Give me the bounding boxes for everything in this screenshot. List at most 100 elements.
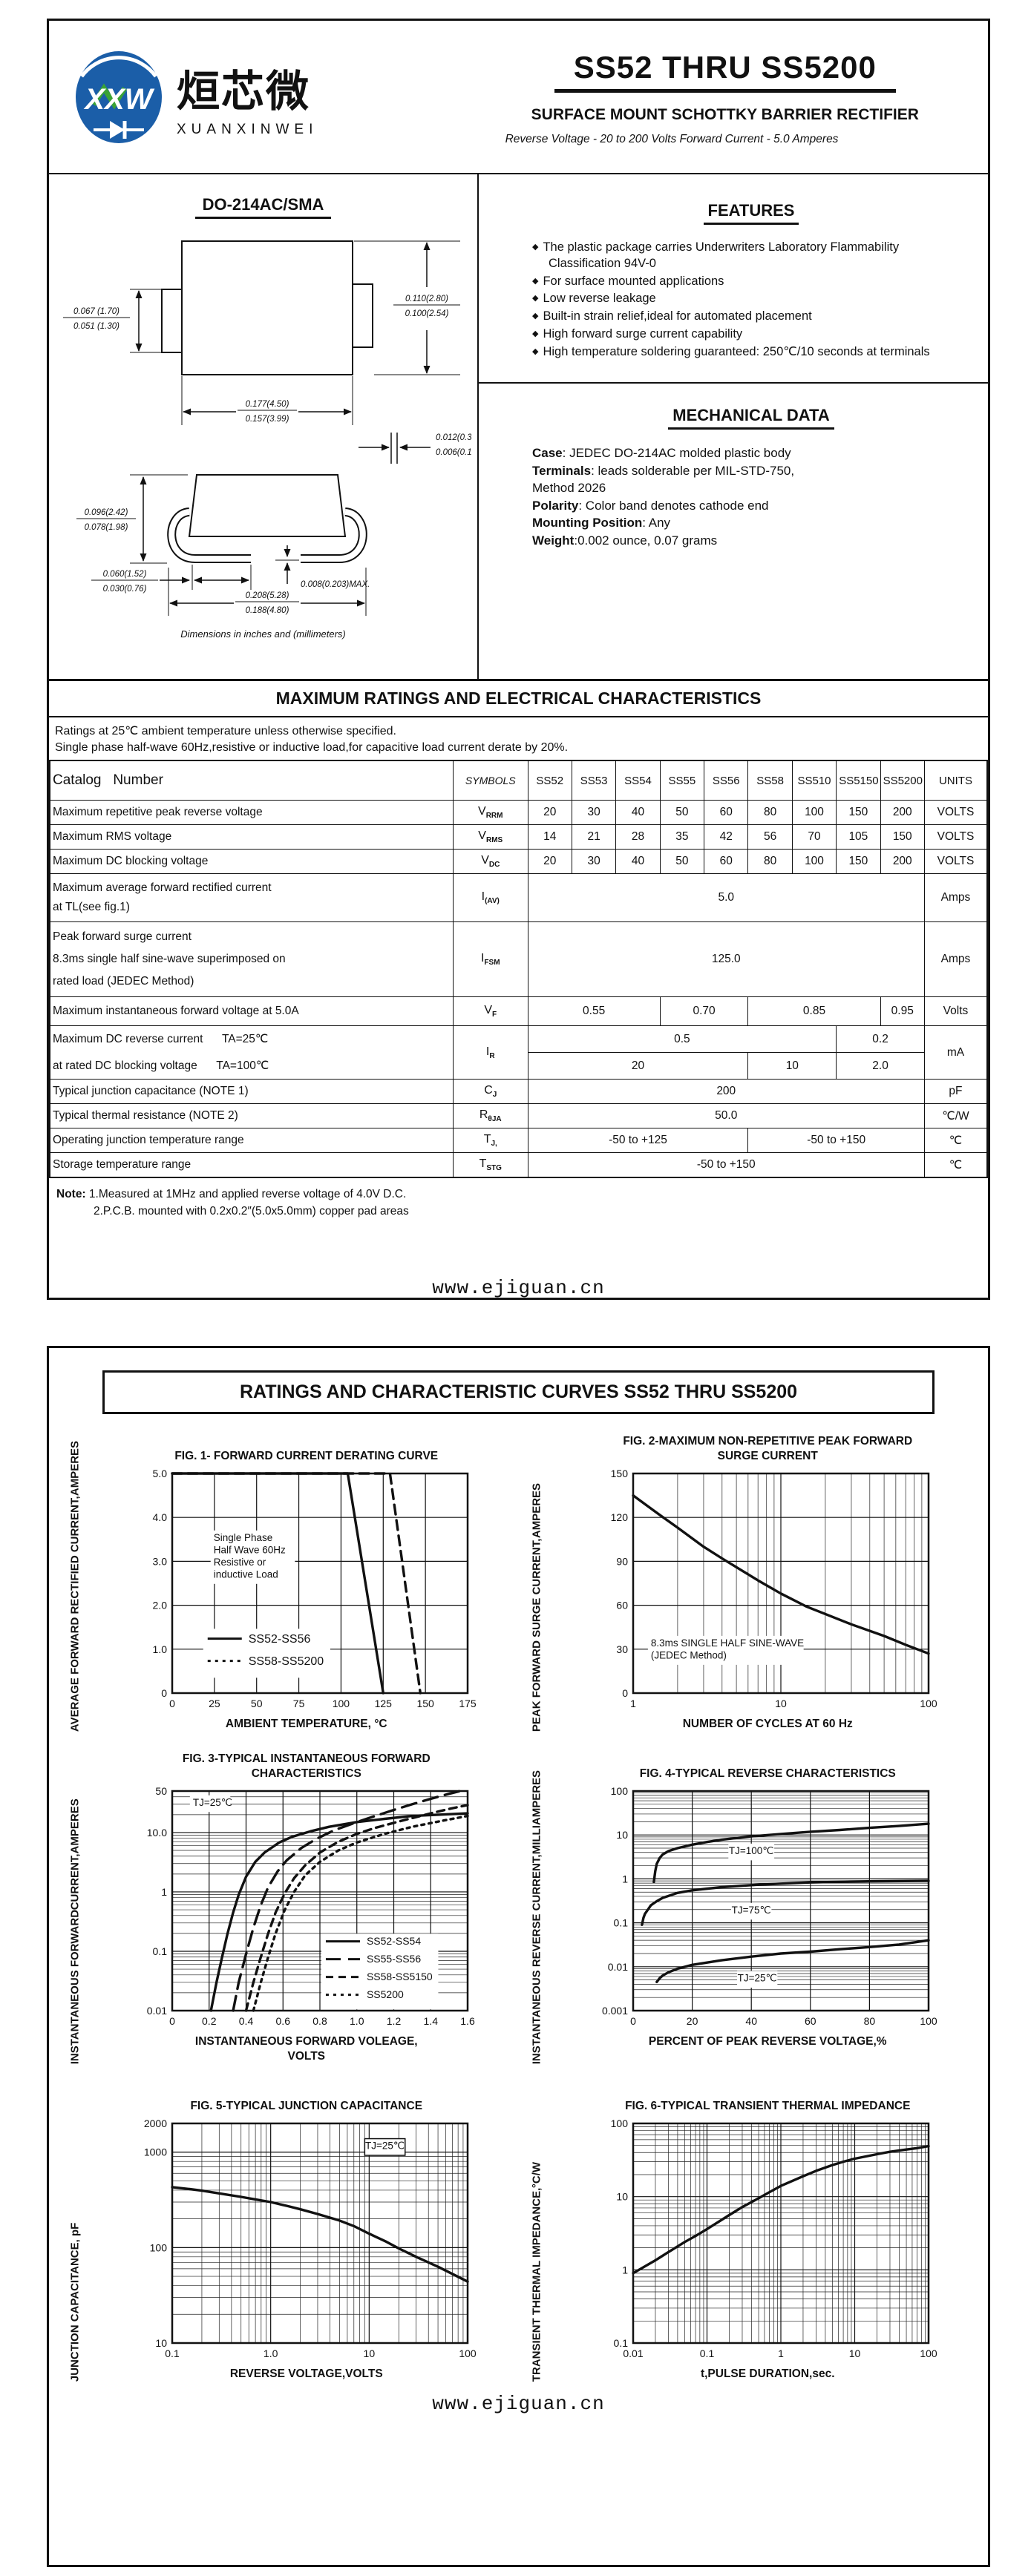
fig2-y-axis-label: PEAK FORWARD SURGE CURRENT, AMPERES bbox=[530, 1483, 543, 1732]
svg-text:0.01: 0.01 bbox=[147, 2005, 167, 2017]
value-cell: 2.0 bbox=[836, 1052, 925, 1080]
symbol-cell: VDC bbox=[452, 849, 528, 875]
symbol-cell: RθJA bbox=[452, 1103, 528, 1129]
units-cell: ℃ bbox=[923, 1128, 988, 1154]
fig3-title: FIG. 3-TYPICAL INSTANTANEOUS FORWARD CHAR… bbox=[182, 1752, 431, 1780]
svg-text:Half Wave 60Hz: Half Wave 60Hz bbox=[213, 1544, 285, 1555]
svg-text:0.8: 0.8 bbox=[312, 2015, 327, 2027]
svg-text:0: 0 bbox=[630, 2015, 636, 2027]
value-cell: 40 bbox=[615, 849, 661, 875]
value-cell: 21 bbox=[571, 824, 617, 850]
svg-text:1.2: 1.2 bbox=[387, 2015, 402, 2027]
units-cell: Volts bbox=[923, 996, 988, 1027]
svg-text:0.096(2.42): 0.096(2.42) bbox=[84, 508, 128, 517]
part-number-title: SS52 THRU SS5200 bbox=[554, 52, 896, 93]
package-drawing-section: DO-214AC/SMA bbox=[49, 174, 484, 679]
svg-text:10.0: 10.0 bbox=[147, 1827, 167, 1839]
units-header: UNITS bbox=[923, 760, 988, 801]
svg-text:100: 100 bbox=[149, 2242, 167, 2254]
svg-text:SS58-SS5150: SS58-SS5150 bbox=[367, 1971, 433, 1982]
svg-text:1.6: 1.6 bbox=[460, 2015, 475, 2027]
logo-globe-icon: XXW bbox=[76, 50, 162, 143]
svg-text:50: 50 bbox=[155, 1785, 167, 1797]
fig3-x-axis-label: INSTANTANEOUS FORWARD VOLEAGE, VOLTS bbox=[194, 2035, 418, 2063]
curves-page-title: RATINGS AND CHARACTERISTIC CURVES SS52 T… bbox=[102, 1370, 935, 1414]
svg-text:0: 0 bbox=[622, 1687, 628, 1699]
value-cell: 200 bbox=[880, 800, 925, 826]
device-header: SS5150 bbox=[836, 760, 881, 801]
ratings-banner: MAXIMUM RATINGS AND ELECTRICAL CHARACTER… bbox=[49, 679, 988, 717]
symbol-cell: VRMS bbox=[452, 824, 528, 850]
header: XXW 烜芯微 XUANXINWEI SS52 THRU SS5200 SURF… bbox=[49, 21, 988, 174]
svg-text:SS55-SS56: SS55-SS56 bbox=[367, 1953, 421, 1965]
svg-text:175: 175 bbox=[459, 1698, 477, 1709]
brand-logo: XXW 烜芯微 XUANXINWEI bbox=[49, 21, 462, 173]
svg-text:100: 100 bbox=[611, 2117, 629, 2129]
fig4-y-axis-label: INSTANTANEOUS REVERSE CURRENT, MILLIAMPER… bbox=[530, 1770, 543, 2065]
svg-text:0.110(2.80): 0.110(2.80) bbox=[405, 295, 448, 303]
figure-3: INSTANTANEOUS FORWARD CURRENT,AMPERES FIG… bbox=[59, 1751, 521, 2064]
brand-name-english: XUANXINWEI bbox=[177, 121, 318, 137]
value-cell: 56 bbox=[747, 824, 793, 850]
symbol-cell: VRRM bbox=[452, 800, 528, 826]
website-url: www.ejiguan.cn bbox=[432, 1276, 605, 1299]
row-label: Maximum repetitive peak reverse voltage bbox=[49, 800, 454, 826]
value-cell: 200 bbox=[880, 849, 925, 875]
fig4-chart: 0 20 40 60 80 100 0.001 0.01 0.1 1 10 100 TJ=100℃ TJ=… bbox=[602, 1785, 937, 2027]
row-label: Typical thermal resistance (NOTE 2) bbox=[49, 1103, 454, 1129]
svg-text:3.0: 3.0 bbox=[152, 1555, 167, 1567]
svg-text:1: 1 bbox=[161, 1886, 167, 1898]
svg-text:SS5200: SS5200 bbox=[367, 1988, 404, 2000]
catalog-number-header: Catalog Number bbox=[49, 760, 454, 801]
svg-text:80: 80 bbox=[864, 2015, 876, 2027]
svg-text:100: 100 bbox=[332, 1698, 350, 1709]
svg-text:TJ=25℃: TJ=25℃ bbox=[193, 1797, 232, 1808]
symbols-header: SYMBOLS bbox=[452, 760, 528, 801]
units-cell: ℃ bbox=[923, 1152, 988, 1178]
svg-text:50: 50 bbox=[251, 1698, 263, 1709]
svg-text:0.6: 0.6 bbox=[275, 2015, 290, 2027]
fig2-title: FIG. 2-MAXIMUM NON-REPETITIVE PEAK FORWA… bbox=[623, 1435, 913, 1462]
table-row: Maximum average forward rectified curren… bbox=[49, 873, 988, 923]
row-label: Maximum average forward rectified curren… bbox=[49, 873, 454, 923]
datasheet-page-1: XXW 烜芯微 XUANXINWEI SS52 THRU SS5200 SURF… bbox=[47, 19, 990, 1300]
table-row: Maximum DC reverse current TA=25℃ IR 0.5 0.… bbox=[49, 1025, 988, 1080]
units-cell: mA bbox=[923, 1025, 988, 1080]
svg-text:0: 0 bbox=[169, 2015, 175, 2027]
svg-text:100: 100 bbox=[459, 2347, 477, 2359]
svg-text:TJ=25℃: TJ=25℃ bbox=[365, 2140, 405, 2152]
svg-text:TJ=100℃: TJ=100℃ bbox=[729, 1845, 774, 1856]
value-cell: 60 bbox=[704, 800, 749, 826]
row-label: at rated DC blocking voltage TA=100℃ bbox=[49, 1052, 454, 1080]
value-cell: 40 bbox=[615, 800, 661, 826]
device-header: SS53 bbox=[571, 760, 617, 801]
symbol-cell: TJ, bbox=[452, 1128, 528, 1154]
fig1-title: FIG. 1- FORWARD CURRENT DERATING CURVE bbox=[174, 1449, 439, 1462]
svg-text:inductive Load: inductive Load bbox=[213, 1568, 278, 1580]
bullet-diamond-icon: ◆ bbox=[532, 243, 539, 252]
website-url: www.ejiguan.cn bbox=[432, 2392, 605, 2415]
package-outline-drawing: 0.067 (1.70) 0.051 (1.30) 0.110(2.80) 0.… bbox=[62, 240, 484, 616]
svg-text:1: 1 bbox=[630, 1698, 636, 1709]
value-cell: -50 to +125 bbox=[527, 1128, 749, 1154]
mechanical-line: Terminals: leads solderable per MIL-STD-… bbox=[532, 463, 795, 478]
feature-item: ◆ Built-in strain relief,ideal for automa… bbox=[532, 309, 812, 323]
table-row: Maximum RMS voltage VRMS 14 21 28 35 42 56 70 105… bbox=[49, 824, 988, 850]
units-cell: pF bbox=[923, 1079, 988, 1105]
value-cell: 30 bbox=[571, 800, 617, 826]
device-header: SS56 bbox=[704, 760, 749, 801]
svg-text:90: 90 bbox=[617, 1555, 629, 1567]
value-cell: 35 bbox=[659, 824, 705, 850]
svg-text:0.001: 0.001 bbox=[602, 2005, 628, 2017]
symbol-cell: VF bbox=[452, 996, 528, 1027]
svg-text:0.060(1.52): 0.060(1.52) bbox=[102, 570, 146, 579]
svg-text:1000: 1000 bbox=[144, 2146, 167, 2158]
row-label: Typical junction capacitance (NOTE 1) bbox=[49, 1079, 454, 1105]
value-cell: 0.2 bbox=[836, 1025, 925, 1054]
svg-text:0.078(1.98): 0.078(1.98) bbox=[84, 523, 128, 532]
symbol-cell: TSTG bbox=[452, 1152, 528, 1178]
svg-text:0.067 (1.70): 0.067 (1.70) bbox=[73, 307, 119, 316]
svg-text:0.1: 0.1 bbox=[700, 2347, 715, 2359]
svg-text:0.012(0.305): 0.012(0.305) bbox=[436, 433, 471, 442]
